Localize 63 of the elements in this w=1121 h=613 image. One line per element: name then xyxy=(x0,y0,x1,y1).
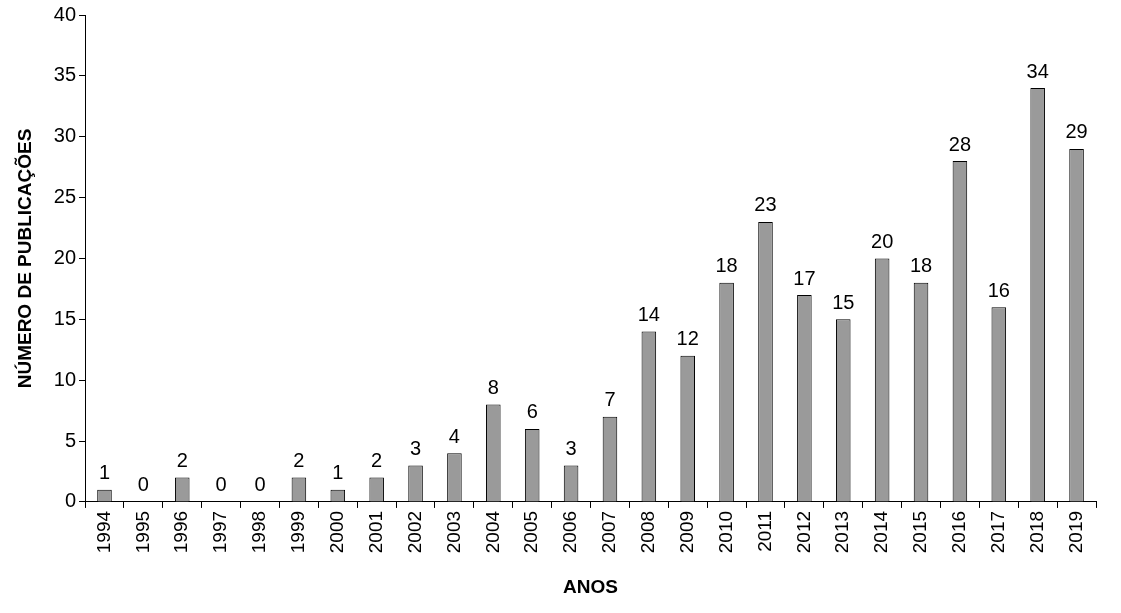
y-tick-label: 40 xyxy=(53,2,77,25)
data-label: 3 xyxy=(565,436,577,459)
y-tick-label: 30 xyxy=(53,124,77,147)
data-label: 18 xyxy=(715,254,738,277)
y-tick-label: 25 xyxy=(53,185,77,208)
x-tick-label: 2017 xyxy=(987,510,1009,554)
data-label: 8 xyxy=(487,376,499,399)
x-tick-label: 1998 xyxy=(248,510,270,554)
data-label: 1 xyxy=(332,461,344,484)
x-tick-label: 2008 xyxy=(637,510,659,554)
x-tick-label: 2016 xyxy=(948,510,970,554)
y-tick-label: 15 xyxy=(53,306,77,329)
x-tick-label: 1997 xyxy=(209,510,231,554)
y-tick-label: 0 xyxy=(64,489,77,512)
data-label: 17 xyxy=(793,266,816,289)
x-tick-label: 1999 xyxy=(287,510,309,554)
data-label: 0 xyxy=(137,473,149,496)
data-label: 12 xyxy=(676,327,699,350)
y-axis-title: NÚMERO DE PUBLICAÇÕES xyxy=(13,128,35,389)
x-tick-label: 2007 xyxy=(598,510,620,554)
data-label: 3 xyxy=(409,436,422,459)
y-tick-label: 35 xyxy=(53,63,77,86)
data-label: 14 xyxy=(637,303,660,326)
x-tick-label: 1994 xyxy=(92,510,114,554)
data-label: 28 xyxy=(948,132,972,155)
data-label: 23 xyxy=(754,193,777,216)
x-tick-label: 1996 xyxy=(170,510,192,554)
data-label: 2 xyxy=(176,449,188,472)
x-tick-label: 2004 xyxy=(481,510,503,554)
data-label: 18 xyxy=(909,254,933,277)
x-tick-label: 2003 xyxy=(442,510,464,554)
y-tick-label: 10 xyxy=(53,367,77,390)
x-tick-label: 2006 xyxy=(559,510,581,554)
x-tick-label: 1995 xyxy=(131,510,153,554)
data-label: 2 xyxy=(293,449,305,472)
x-tick-label: 2011 xyxy=(753,510,775,552)
data-label: 1 xyxy=(98,461,111,484)
x-tick-label: 2002 xyxy=(403,510,425,554)
data-label: 15 xyxy=(832,290,855,313)
x-tick-label: 2012 xyxy=(792,510,814,554)
data-label: 6 xyxy=(526,400,538,423)
x-tick-label: 2010 xyxy=(714,510,736,554)
data-label: 16 xyxy=(987,278,1010,301)
x-tick-label: 2014 xyxy=(870,510,892,554)
x-tick-label: 2015 xyxy=(909,510,931,554)
x-tick-label: 2005 xyxy=(520,510,542,554)
x-tick-label: 2000 xyxy=(326,510,348,554)
y-tick-label: 5 xyxy=(64,428,77,451)
x-tick-label: 2013 xyxy=(831,510,853,554)
x-tick-label: 2018 xyxy=(1025,510,1047,554)
x-tick-label: 2009 xyxy=(675,510,697,554)
data-label: 20 xyxy=(871,229,894,252)
data-label: 29 xyxy=(1065,120,1088,143)
data-label: 34 xyxy=(1026,59,1049,82)
data-label: 2 xyxy=(371,449,383,472)
x-tick-label: 2019 xyxy=(1064,510,1086,554)
data-label: 4 xyxy=(448,424,460,447)
x-axis-title: ANOS xyxy=(563,575,618,597)
data-label: 0 xyxy=(254,473,266,496)
data-label: 7 xyxy=(604,388,616,411)
data-label: 0 xyxy=(215,473,227,496)
y-tick-label: 20 xyxy=(53,245,77,268)
x-tick-label: 2001 xyxy=(364,510,386,554)
